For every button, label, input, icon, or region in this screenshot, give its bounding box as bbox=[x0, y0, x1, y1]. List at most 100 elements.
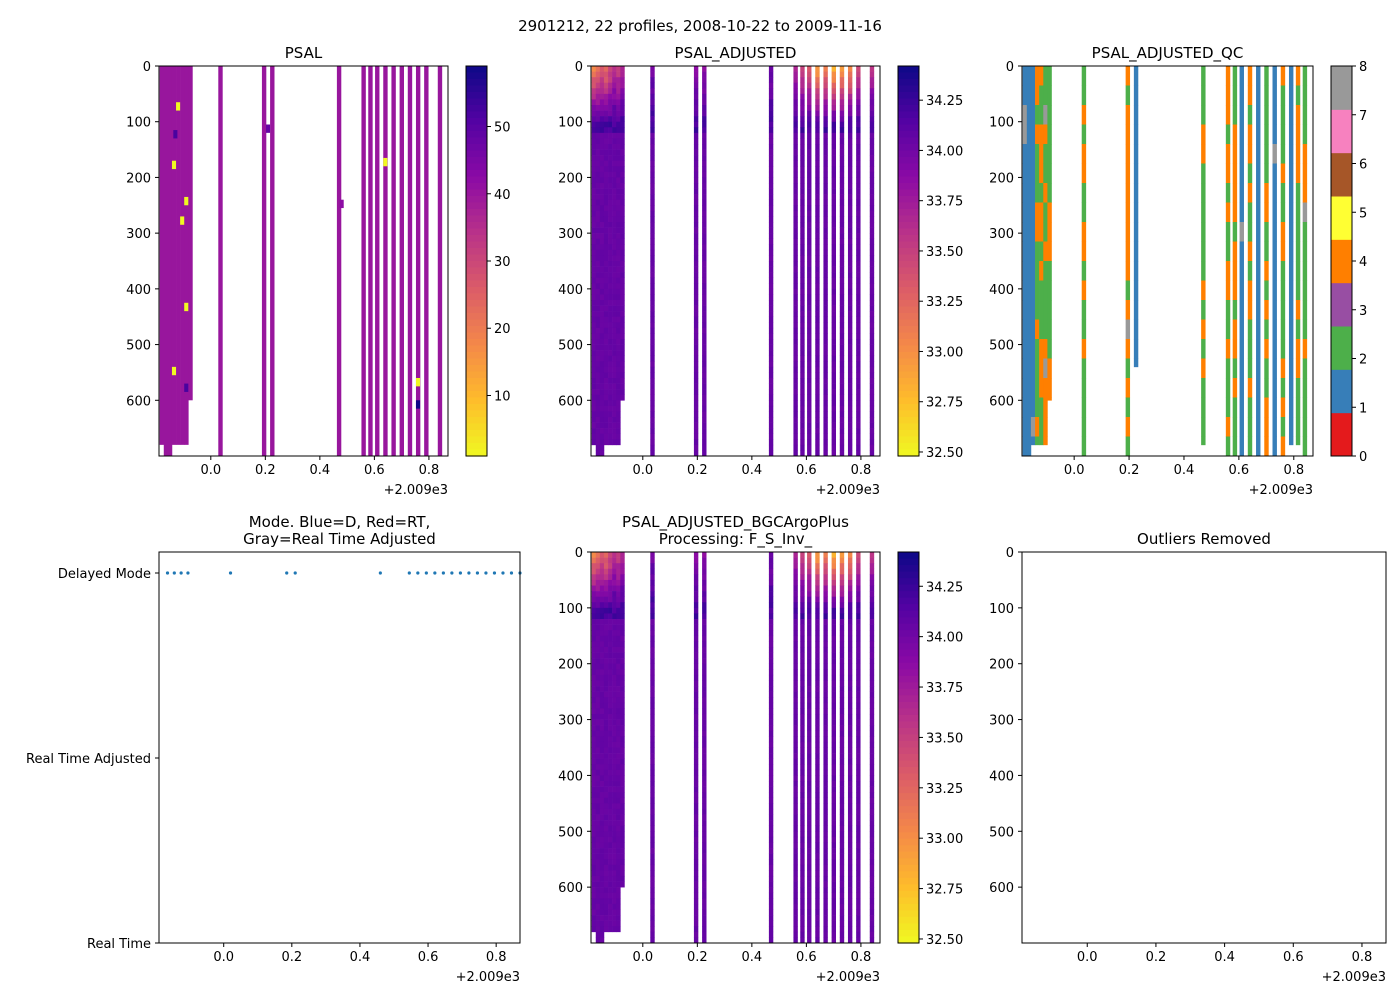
psal_adjusted-cell bbox=[650, 127, 655, 134]
qc-cell bbox=[1302, 436, 1308, 457]
psal_bgc-cell bbox=[591, 702, 597, 709]
psal_adjusted-cell bbox=[815, 378, 820, 384]
psal_bgc-cell bbox=[595, 758, 601, 765]
qc-cell bbox=[1288, 202, 1294, 223]
psal_bgc-cell bbox=[768, 663, 774, 670]
psal_bgc-cell bbox=[800, 713, 805, 720]
psal_adjusted-cell bbox=[815, 216, 820, 223]
psal_adjusted-cell bbox=[823, 132, 828, 139]
psal_bgc-colorbar-band bbox=[898, 617, 919, 625]
psal_bgc-cell bbox=[693, 552, 699, 558]
qc-cell bbox=[1030, 280, 1036, 301]
psal_bgc-cell bbox=[693, 864, 699, 871]
psal_adjusted-colorbar-band bbox=[898, 196, 919, 204]
psal_bgc-cell bbox=[800, 775, 805, 782]
psal_bgc-cell bbox=[815, 892, 820, 899]
psal_bgc-cell bbox=[807, 859, 812, 866]
psal_bgc-cell bbox=[793, 635, 798, 642]
psal_adjusted-cell bbox=[616, 272, 621, 279]
psal_bgc-cell bbox=[608, 915, 613, 921]
psal_bgc-cell bbox=[612, 892, 617, 899]
psal_adjusted-cell bbox=[650, 249, 655, 256]
psal_bgc-cell bbox=[616, 552, 621, 558]
psal_adjusted-cell bbox=[847, 411, 853, 418]
psal_bgc-cell bbox=[856, 602, 861, 609]
qc-cell bbox=[1047, 202, 1052, 223]
psal_bgc-cell bbox=[693, 853, 699, 860]
psal_adjusted-cell bbox=[807, 110, 812, 117]
psal_adjusted-cell bbox=[815, 199, 820, 206]
psal_bgc-cell bbox=[591, 708, 597, 715]
psal_adjusted-cell bbox=[612, 366, 617, 373]
psal_adjusted-cell bbox=[831, 199, 836, 206]
psal_bgc-cell bbox=[616, 781, 621, 787]
psal_adjusted-cell bbox=[599, 400, 605, 407]
psal_bgc-cell bbox=[768, 702, 774, 709]
psal_adjusted-cell bbox=[800, 383, 805, 390]
psal_bgc-cell bbox=[612, 747, 617, 754]
psal_bgc-cell bbox=[856, 591, 861, 597]
psal_bgc-cell bbox=[650, 725, 655, 732]
qc-cell bbox=[1264, 417, 1269, 437]
psal_adjusted-cell bbox=[807, 339, 812, 345]
qc-cell bbox=[1256, 163, 1261, 184]
psal_adjusted-cell bbox=[831, 71, 836, 78]
qc-cell bbox=[1225, 222, 1231, 242]
qc-cell bbox=[1022, 378, 1028, 398]
psal_bgc-cell bbox=[839, 697, 845, 704]
psal_adjusted-colorbar-band bbox=[898, 443, 919, 451]
psal_adjusted-cell bbox=[620, 149, 625, 156]
psal_bgc-cell bbox=[702, 808, 707, 815]
psal_adjusted-cell bbox=[831, 127, 836, 134]
psal_adjusted-cell bbox=[815, 394, 820, 401]
psal_adjusted-cell bbox=[847, 77, 853, 84]
psal_adjusted-cell bbox=[807, 199, 812, 206]
psal_adjusted-cell bbox=[702, 105, 707, 111]
psal_bgc-cell bbox=[823, 836, 828, 843]
psal_bgc-cell bbox=[768, 697, 774, 704]
psal_adjusted-cell bbox=[847, 144, 853, 150]
psal_adjusted-cell bbox=[650, 428, 655, 435]
psal_bgc-cell bbox=[869, 870, 875, 877]
psal_adjusted-cell bbox=[693, 322, 699, 329]
psal_adjusted-cell bbox=[603, 405, 609, 412]
psal_adjusted-cell bbox=[793, 166, 798, 173]
psal_bgc-cell bbox=[815, 875, 820, 882]
psal_bgc-cell bbox=[823, 870, 828, 877]
psal_adjusted-cell bbox=[612, 322, 617, 329]
psal_adjusted-cell bbox=[650, 210, 655, 217]
qc-cell bbox=[1239, 300, 1244, 320]
psal_adjusted-cell bbox=[800, 322, 805, 329]
psal-profile-column bbox=[361, 66, 366, 456]
psal_bgc-cell bbox=[702, 926, 707, 933]
psal_bgc-cell bbox=[599, 753, 605, 759]
psal_adjusted-cell bbox=[702, 422, 707, 429]
psal_bgc-cell bbox=[768, 747, 774, 754]
psal_adjusted-cell bbox=[591, 422, 597, 429]
qc-cell bbox=[1239, 183, 1244, 203]
psal_adjusted-cell bbox=[693, 127, 699, 134]
psal_bgc-cell bbox=[869, 848, 875, 854]
psal_adjusted-cell bbox=[591, 389, 597, 396]
psal_bgc-title: PSAL_ADJUSTED_BGCArgoPlus bbox=[622, 513, 849, 532]
psal_bgc-cell bbox=[620, 747, 625, 754]
psal_bgc-cell bbox=[847, 635, 853, 642]
psal_adjusted-cell bbox=[823, 277, 828, 284]
psal_bgc-cell bbox=[650, 920, 655, 927]
psal_bgc-cell bbox=[620, 708, 625, 715]
psal_bgc-cell bbox=[612, 808, 617, 815]
psal_bgc-cell bbox=[768, 579, 774, 586]
psal_adjusted-cell bbox=[856, 383, 861, 390]
qc-cell bbox=[1302, 85, 1308, 106]
psal_adjusted-cell bbox=[693, 88, 699, 95]
psal_adjusted-cell bbox=[693, 227, 699, 234]
qc-cell bbox=[1239, 163, 1244, 184]
psal_bgc-cell bbox=[650, 831, 655, 838]
psal_bgc-cell bbox=[595, 892, 601, 899]
psal_bgc-cell bbox=[599, 803, 605, 810]
psal_adjusted-cell bbox=[800, 272, 805, 279]
psal_bgc-cell bbox=[702, 853, 707, 860]
psal_bgc-cell bbox=[856, 926, 861, 933]
psal_adjusted-cell bbox=[702, 82, 707, 89]
